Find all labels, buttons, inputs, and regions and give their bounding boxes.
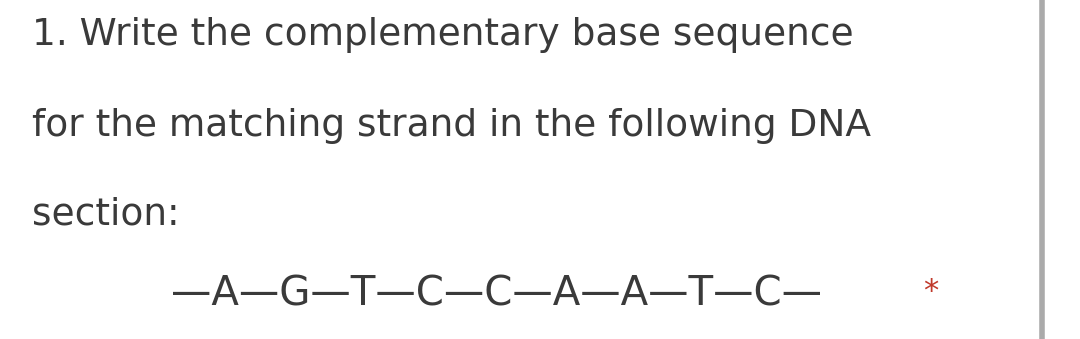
Text: 1. Write the complementary base sequence: 1. Write the complementary base sequence bbox=[32, 17, 854, 53]
Text: *: * bbox=[923, 277, 939, 306]
Text: —A—G—T—C—C—A—A—T—C—: —A—G—T—C—C—A—A—T—C— bbox=[172, 275, 822, 315]
Text: section:: section: bbox=[32, 197, 180, 233]
Text: for the matching strand in the following DNA: for the matching strand in the following… bbox=[32, 108, 872, 144]
